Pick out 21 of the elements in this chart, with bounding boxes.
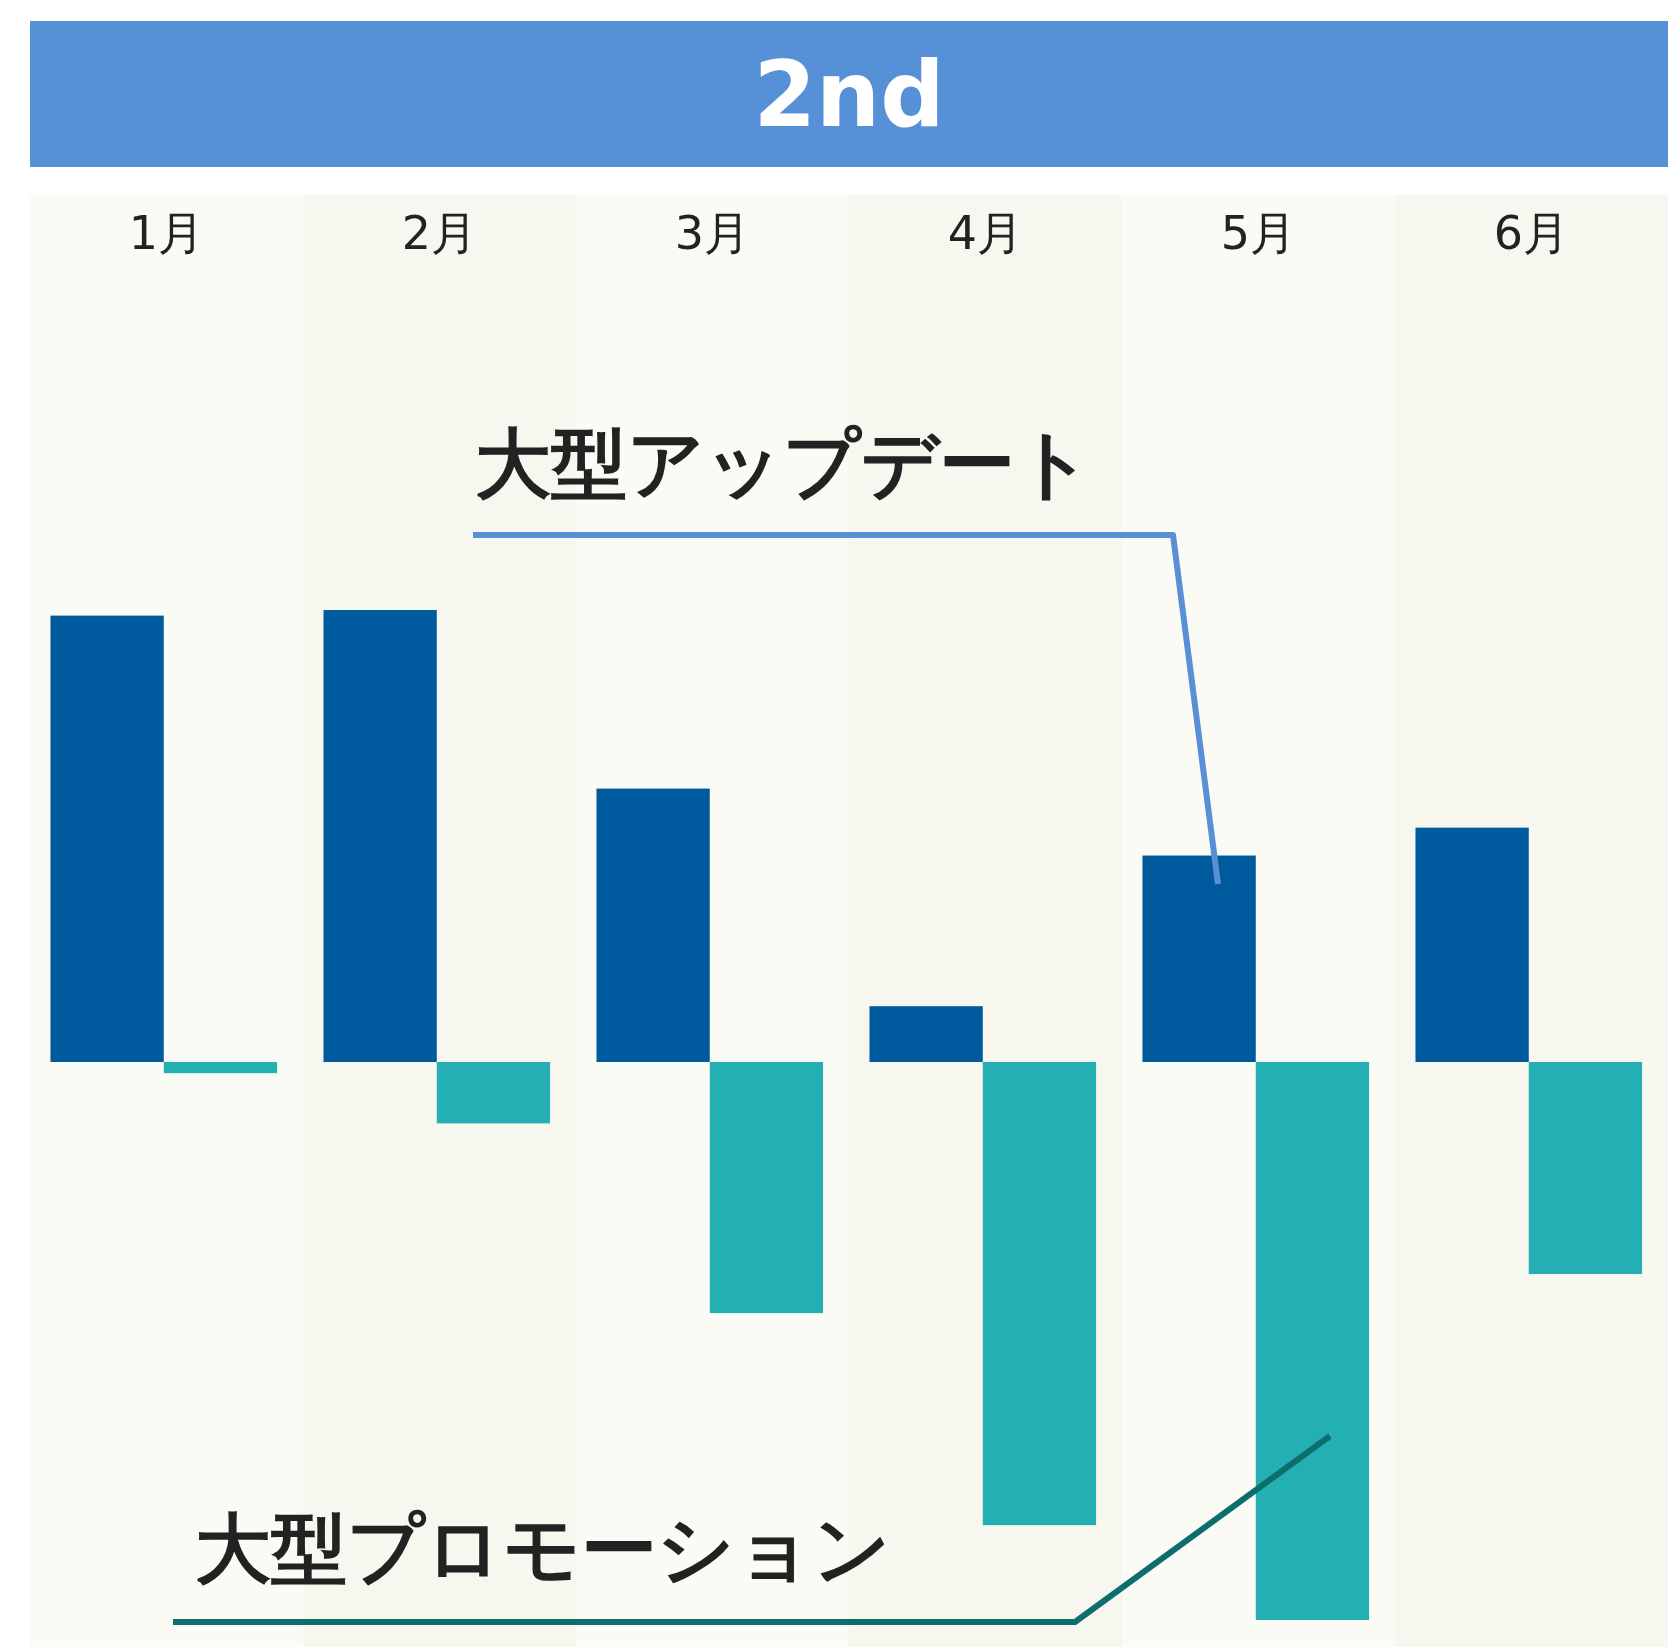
annotation: 大型プロモーション bbox=[195, 1504, 891, 1593]
x-tick-label: 3月 bbox=[674, 206, 751, 260]
bar bbox=[1142, 855, 1256, 1062]
x-tick-label: 4月 bbox=[947, 206, 1024, 260]
bar bbox=[1415, 827, 1529, 1062]
x-tick-label: 5月 bbox=[1220, 206, 1297, 260]
bar bbox=[709, 1062, 824, 1314]
text: 大型アップデート bbox=[475, 419, 1093, 508]
bar bbox=[323, 610, 437, 1062]
bar bbox=[163, 1062, 278, 1074]
bar bbox=[50, 615, 164, 1062]
bar bbox=[1255, 1062, 1370, 1620]
x-tick-label: 1月 bbox=[128, 206, 205, 260]
bar bbox=[1528, 1062, 1643, 1275]
bar bbox=[982, 1062, 1097, 1526]
x-tick-label: 2月 bbox=[401, 206, 478, 260]
x-tick-label: 6月 bbox=[1493, 206, 1570, 260]
bar bbox=[869, 1006, 983, 1062]
bar bbox=[436, 1062, 551, 1124]
bar bbox=[596, 788, 710, 1062]
chart-title: 2nd bbox=[753, 41, 945, 147]
